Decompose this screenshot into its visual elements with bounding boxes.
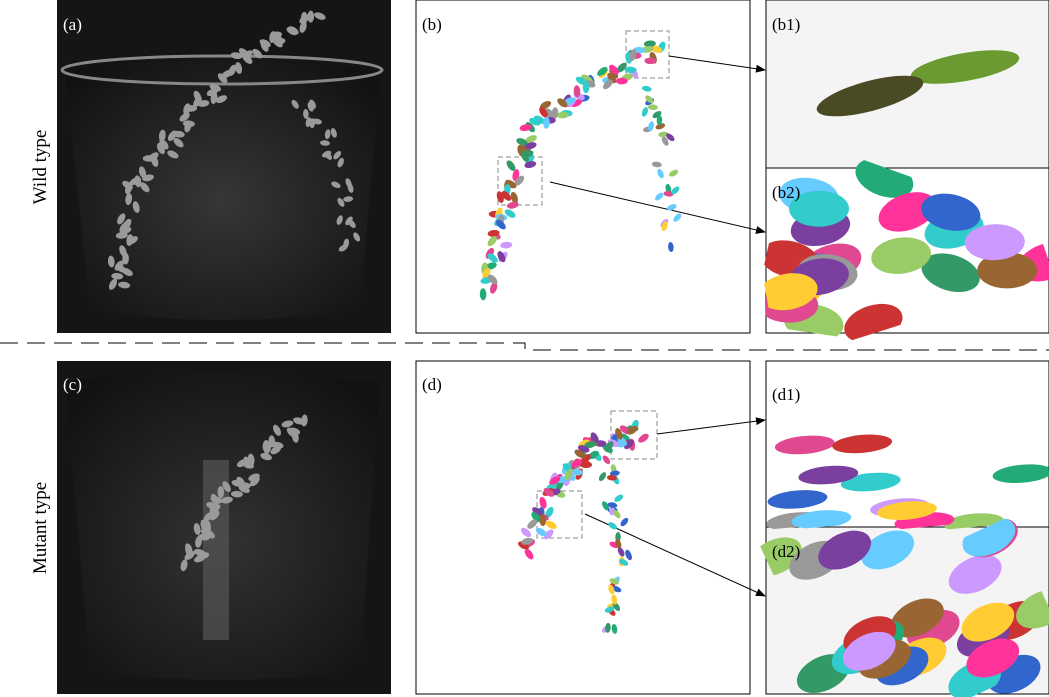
row-label: Wild type (30, 130, 51, 205)
panel-label: (b2) (772, 183, 800, 202)
separator (0, 343, 1049, 350)
row-label: Mutant type (30, 482, 51, 574)
panel-label: (d2) (772, 542, 800, 561)
segmented-image (416, 0, 750, 333)
panel-label: (b1) (772, 15, 800, 34)
panel-label: (d1) (772, 385, 800, 404)
panel-label: (c) (63, 375, 82, 394)
panel-label: (d) (422, 375, 442, 394)
panel-label: (a) (63, 15, 82, 34)
panel-label: (b) (422, 15, 442, 34)
seed (301, 12, 308, 24)
figure: Wild type Mutant type (a) (b) (b1) (b2) … (0, 0, 1049, 697)
segmented-image (416, 361, 750, 694)
